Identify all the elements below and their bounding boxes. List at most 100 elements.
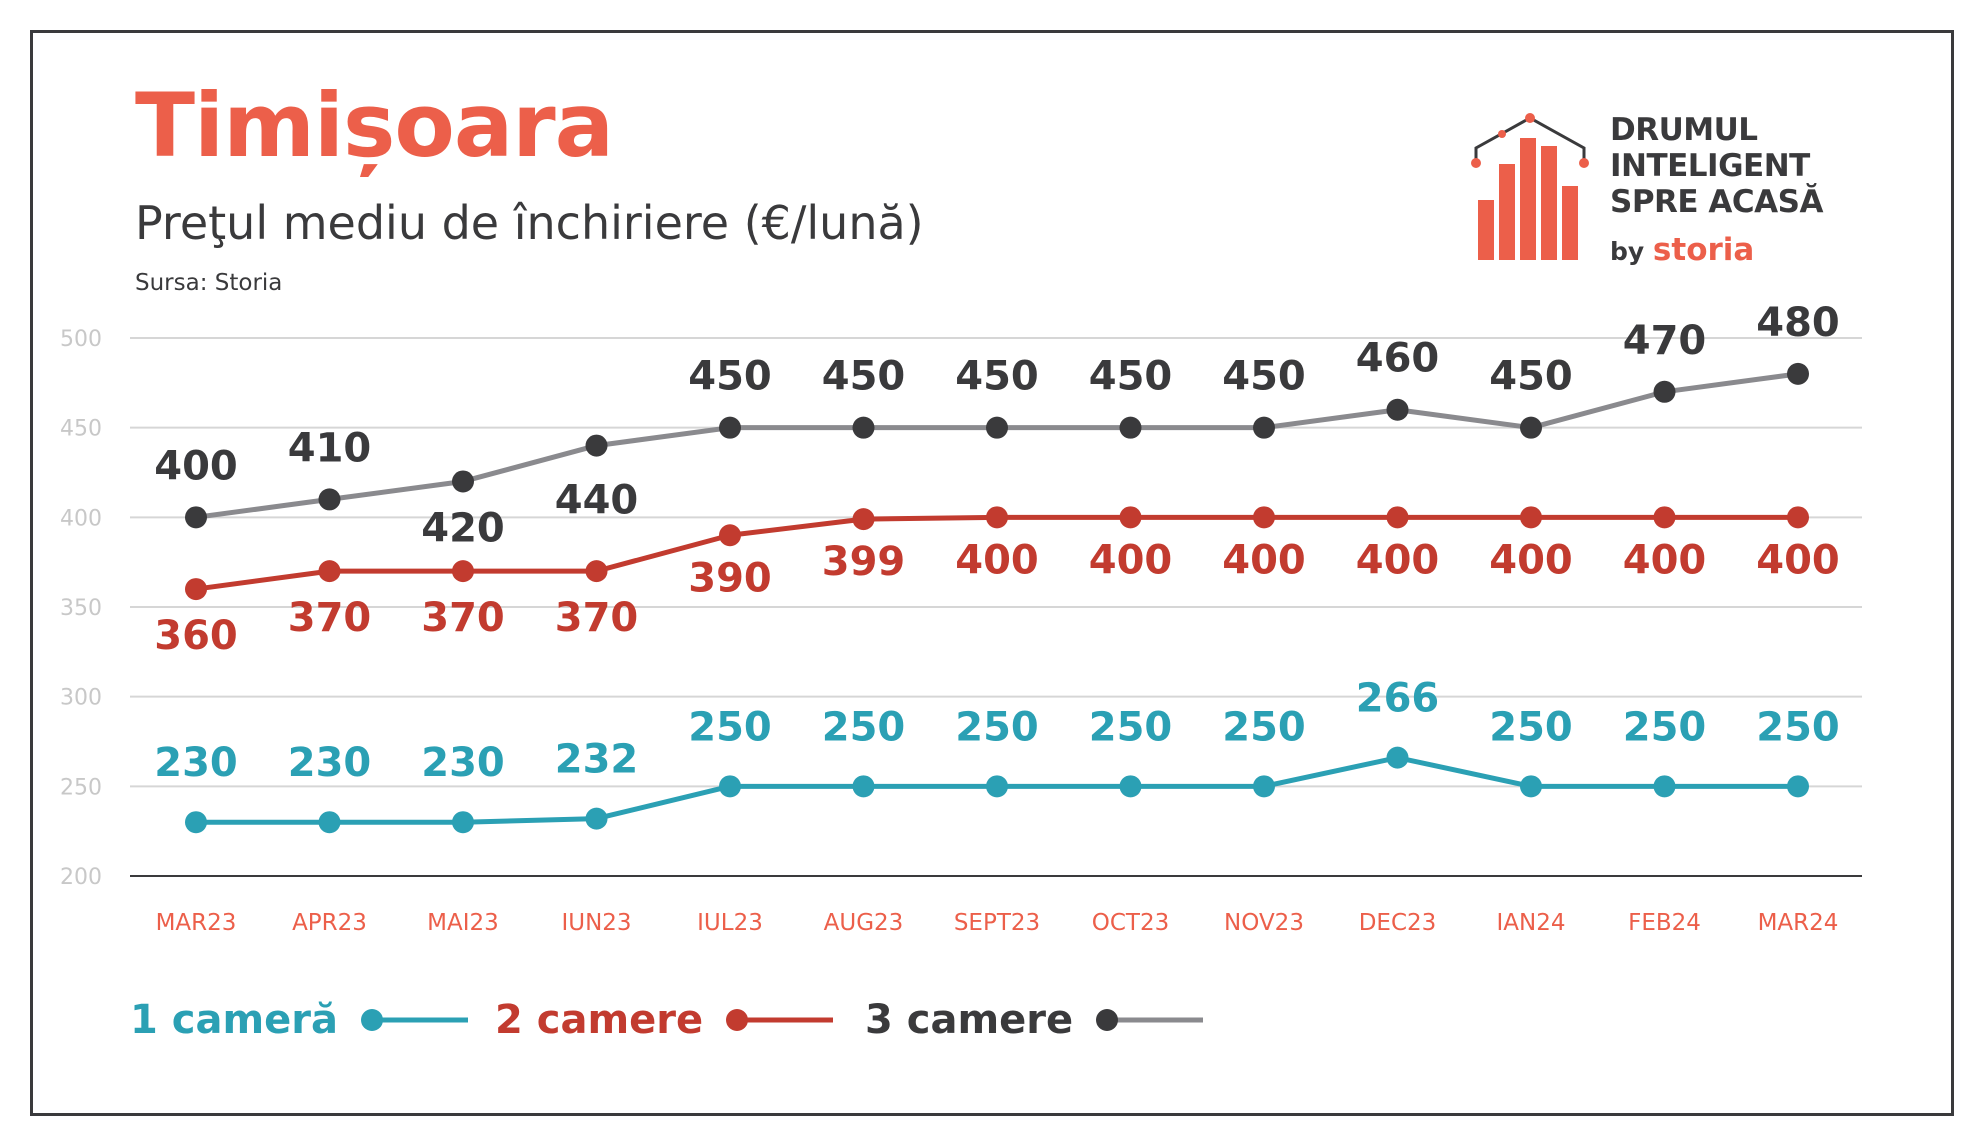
data-label-three_rooms: 470 <box>1623 318 1707 364</box>
x-tick-label: OCT23 <box>1092 910 1169 936</box>
data-point-two_rooms <box>185 578 207 601</box>
data-point-three_rooms <box>585 434 608 457</box>
x-tick-label: FEB24 <box>1628 910 1701 936</box>
source-note: Sursa: Storia <box>135 270 283 296</box>
data-label-one_room: 230 <box>288 740 372 786</box>
logo-by-line: by storia <box>1610 232 1754 268</box>
data-label-three_rooms: 420 <box>421 505 505 551</box>
data-point-two_rooms <box>1653 506 1676 529</box>
data-point-three_rooms <box>318 488 341 511</box>
y-tick-label: 250 <box>60 775 102 800</box>
data-label-two_rooms: 400 <box>1089 537 1173 583</box>
data-point-two_rooms <box>1787 506 1809 529</box>
legend-label: 3 camere <box>865 997 1074 1043</box>
legend-label: 1 cameră <box>130 997 338 1043</box>
chart-frame <box>30 30 1954 1116</box>
data-point-three_rooms <box>1253 416 1275 439</box>
legend-item-three_rooms: 3 camere <box>865 990 1215 1050</box>
data-point-two_rooms <box>1520 506 1542 529</box>
y-tick-label: 200 <box>60 865 102 890</box>
data-point-one_room <box>719 775 741 798</box>
data-point-one_room <box>585 807 608 830</box>
data-point-one_room <box>452 811 474 834</box>
data-point-three_rooms <box>986 416 1008 439</box>
data-label-one_room: 250 <box>1489 704 1573 750</box>
data-label-three_rooms: 450 <box>1489 354 1573 400</box>
data-label-two_rooms: 400 <box>1356 537 1440 583</box>
data-point-three_rooms <box>452 470 474 493</box>
data-point-one_room <box>318 811 341 834</box>
data-point-one_room <box>1386 746 1409 769</box>
x-tick-label: AUG23 <box>824 910 904 936</box>
data-label-two_rooms: 400 <box>1222 537 1306 583</box>
data-label-two_rooms: 370 <box>288 595 372 641</box>
y-tick-label: 300 <box>60 686 102 711</box>
logo-wordmark: DRUMUL INTELIGENT SPRE ACASĂ <box>1610 112 1823 220</box>
data-label-three_rooms: 450 <box>822 354 906 400</box>
logo-line-2: INTELIGENT <box>1610 148 1810 184</box>
data-label-one_room: 250 <box>1756 704 1840 750</box>
data-point-three_rooms <box>1386 398 1409 421</box>
data-point-two_rooms <box>719 524 741 547</box>
data-point-one_room <box>1253 775 1275 798</box>
data-label-one_room: 266 <box>1356 676 1440 722</box>
logo-by-text: by <box>1610 237 1645 266</box>
legend-swatch <box>361 1009 468 1031</box>
data-point-one_room <box>1119 775 1142 798</box>
y-tick-label: 400 <box>60 506 102 531</box>
x-tick-label: IAN24 <box>1497 910 1566 936</box>
data-label-one_room: 230 <box>421 740 505 786</box>
data-label-three_rooms: 410 <box>288 425 372 471</box>
y-tick-label: 350 <box>60 596 102 621</box>
x-tick-label: MAI23 <box>427 910 499 936</box>
logo-line-3: SPRE ACASĂ <box>1610 184 1823 220</box>
data-point-two_rooms <box>852 508 875 531</box>
data-label-two_rooms: 399 <box>822 539 906 585</box>
data-point-one_room <box>986 775 1008 798</box>
data-label-three_rooms: 450 <box>1222 354 1306 400</box>
data-label-two_rooms: 370 <box>421 595 505 641</box>
x-tick-label: SEPT23 <box>954 910 1040 936</box>
data-point-two_rooms <box>585 560 608 583</box>
data-point-one_room <box>1520 775 1542 798</box>
data-point-two_rooms <box>318 560 341 583</box>
legend-item-one_room: 1 cameră <box>130 990 480 1050</box>
data-point-one_room <box>852 775 875 798</box>
data-label-two_rooms: 400 <box>1623 537 1707 583</box>
data-point-three_rooms <box>1119 416 1142 439</box>
data-label-two_rooms: 390 <box>688 555 772 601</box>
data-label-two_rooms: 360 <box>154 613 238 659</box>
data-label-two_rooms: 400 <box>1489 537 1573 583</box>
y-tick-label: 450 <box>60 417 102 442</box>
data-point-two_rooms <box>1253 506 1275 529</box>
data-point-one_room <box>185 811 207 834</box>
data-label-three_rooms: 450 <box>688 354 772 400</box>
legend-swatch <box>726 1009 834 1031</box>
data-point-two_rooms <box>986 506 1008 529</box>
data-label-two_rooms: 400 <box>1756 537 1840 583</box>
x-tick-label: NOV23 <box>1224 910 1304 936</box>
x-tick-label: MAR24 <box>1758 910 1839 936</box>
data-point-three_rooms <box>185 506 207 529</box>
data-label-three_rooms: 440 <box>555 478 639 524</box>
logo-brand: storia <box>1652 232 1755 268</box>
data-label-one_room: 250 <box>688 704 772 750</box>
data-label-one_room: 232 <box>555 737 639 783</box>
data-label-one_room: 250 <box>955 704 1039 750</box>
data-label-one_room: 250 <box>822 704 906 750</box>
logo-line-1: DRUMUL <box>1610 112 1758 148</box>
data-point-three_rooms <box>1520 416 1542 439</box>
data-label-two_rooms: 400 <box>955 537 1039 583</box>
data-point-two_rooms <box>1386 506 1409 529</box>
legend-swatch <box>1096 1009 1204 1031</box>
data-label-one_room: 250 <box>1222 704 1306 750</box>
data-label-three_rooms: 450 <box>955 354 1039 400</box>
data-point-three_rooms <box>852 416 875 439</box>
chart-title: Timișoara <box>135 74 614 177</box>
data-label-three_rooms: 480 <box>1756 300 1840 346</box>
legend-item-two_rooms: 2 camere <box>495 990 845 1050</box>
y-tick-label: 500 <box>60 327 102 352</box>
data-label-three_rooms: 460 <box>1356 336 1440 382</box>
data-label-one_room: 250 <box>1623 704 1707 750</box>
